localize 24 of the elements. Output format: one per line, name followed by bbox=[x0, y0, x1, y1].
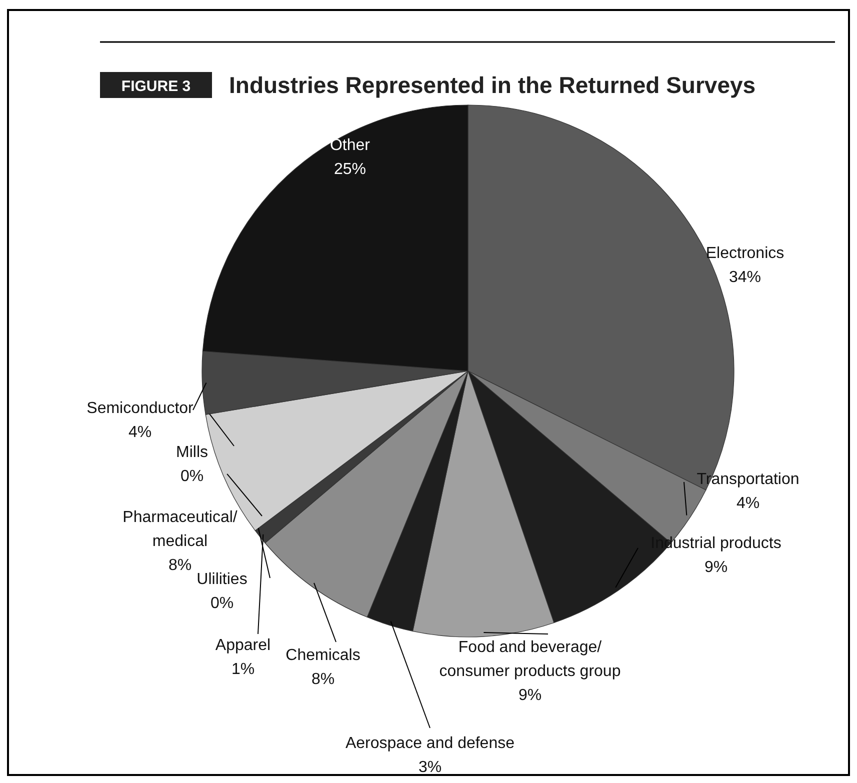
slice-label: Other bbox=[330, 137, 371, 154]
slice-label: Apparel bbox=[215, 637, 271, 654]
data-label: 9% bbox=[704, 559, 728, 576]
data-label: 34% bbox=[728, 269, 762, 286]
slice-label: Aerospace and defense bbox=[345, 735, 515, 752]
data-label: 3% bbox=[418, 759, 442, 776]
slice-label: Semiconductor bbox=[86, 400, 194, 417]
text: 0% bbox=[180, 468, 204, 485]
slice-label: Food and beverage/ consumer products group bbox=[439, 639, 621, 680]
chart-title: Industries Represented in the Returned Surveys bbox=[229, 72, 756, 98]
data-label: 1% bbox=[231, 661, 255, 678]
slice-label: Chemicals bbox=[286, 647, 360, 664]
slice-label: Pharmaceutical/ medical bbox=[122, 509, 238, 550]
data-label: 4% bbox=[128, 424, 152, 441]
data-label: 8% bbox=[168, 557, 192, 574]
data-label: 4% bbox=[736, 495, 760, 512]
data-label: 25% bbox=[334, 161, 366, 178]
legend-label: Mills bbox=[176, 444, 208, 461]
data-label: 9% bbox=[518, 687, 542, 704]
text: 0% bbox=[210, 595, 234, 612]
data-label: 8% bbox=[311, 671, 335, 688]
category-label: Ulilities bbox=[196, 571, 248, 588]
caption: FIGURE 3 bbox=[121, 78, 191, 95]
slice-label: Electronics bbox=[706, 245, 784, 262]
